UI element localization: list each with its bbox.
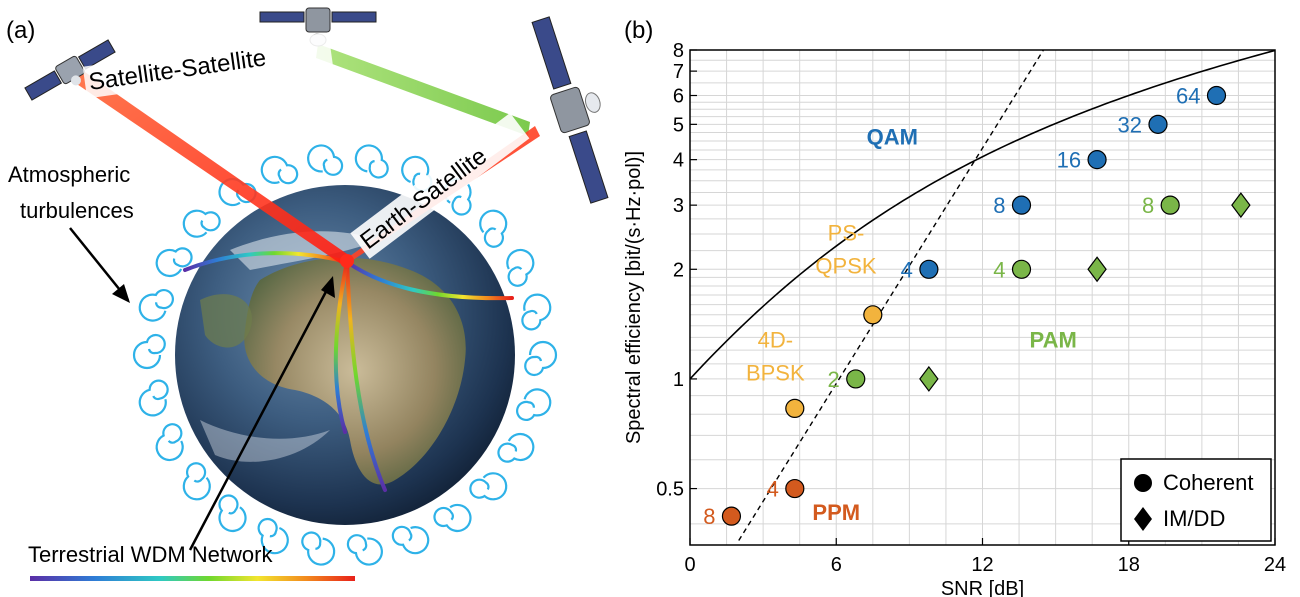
turbulence-spiral <box>151 238 196 284</box>
y-axis-label: Spectral efficiency [bit/(s·Hz·pol)] <box>623 151 645 444</box>
y-tick-label: 1 <box>673 369 684 391</box>
satellite-link-label: Satellite-Satellite <box>82 32 333 99</box>
diamond-marker <box>919 365 939 392</box>
turbulence-spiral <box>524 340 558 377</box>
point-label: 16 <box>1057 148 1081 173</box>
turbulence-spiral <box>134 377 175 420</box>
y-tick-label: 4 <box>673 150 684 172</box>
point-label: 8 <box>1142 193 1154 218</box>
y-tick-label: 5 <box>673 114 684 136</box>
circle-marker <box>863 305 883 325</box>
turbulence-spiral <box>172 458 220 506</box>
x-tick-label: 0 <box>684 554 695 576</box>
wavelength-bar <box>30 576 355 581</box>
satellite-icon <box>24 39 116 101</box>
turbulence-arrow <box>69 227 129 301</box>
turbulence-spiral <box>470 204 518 252</box>
y-tick-label: 7 <box>673 61 684 83</box>
point-label: 64 <box>1176 84 1200 109</box>
x-tick-label: 24 <box>1264 554 1286 576</box>
circle-marker <box>785 478 805 499</box>
x-tick-label: 12 <box>971 554 993 576</box>
circle-marker <box>785 398 805 419</box>
y-tick-label: 2 <box>673 259 684 281</box>
point-label: 4 <box>767 477 779 502</box>
circle-marker <box>1206 85 1227 106</box>
circle-marker <box>1011 195 1032 215</box>
circle-marker <box>919 259 939 279</box>
turbulence-spiral <box>429 494 477 542</box>
chart-annotation: PAM <box>1030 327 1077 352</box>
network-arrow-head <box>321 276 335 298</box>
turbulence-spiral <box>256 149 301 193</box>
chart-annotation: BPSK <box>746 361 805 386</box>
network-label: Terrestrial WDM Network <box>28 542 273 567</box>
point-label: 4 <box>901 257 913 282</box>
diamond-marker <box>1087 256 1107 283</box>
turbulence-label: Atmospheric <box>8 162 130 187</box>
y-tick-label: 6 <box>673 86 684 108</box>
circle-marker <box>1011 259 1032 279</box>
turbulence-spiral <box>389 517 434 561</box>
point-label: 2 <box>828 367 840 392</box>
panel-b-label: (b) <box>624 17 653 44</box>
legend-box <box>1120 458 1272 542</box>
turbulence-label: turbulences <box>20 198 134 223</box>
x-tick-label: 6 <box>831 554 842 576</box>
point-label: 8 <box>703 504 715 529</box>
y-tick-label: 3 <box>673 195 684 217</box>
turbulence-spiral <box>207 490 255 538</box>
point-label: 32 <box>1118 112 1142 137</box>
earth-globe <box>175 185 515 525</box>
turbulence-spiral <box>305 142 345 179</box>
point-label: 8 <box>993 193 1005 218</box>
turbulence-spiral <box>514 384 555 426</box>
turbulence-spiral <box>177 199 225 247</box>
turbulence-arrow-head <box>112 284 130 303</box>
panel-a-label: (a) <box>6 17 35 44</box>
turbulence-spiral <box>147 419 193 466</box>
turbulence-spiral <box>515 290 556 333</box>
dashed-trend-line <box>738 49 1045 541</box>
turbulence-spiral <box>298 530 338 568</box>
legend-label: Coherent <box>1163 470 1254 495</box>
turbulence-spiral <box>132 333 166 370</box>
y-tick-label: 8 <box>673 40 684 62</box>
diamond-marker <box>1231 192 1251 219</box>
chart-annotation: PPM <box>812 500 860 525</box>
circle-marker <box>846 369 866 389</box>
chart-annotation: QAM <box>867 125 918 150</box>
legend-marker <box>1134 507 1152 531</box>
circle-marker <box>1148 114 1168 134</box>
x-axis-label: SNR [dB] <box>941 578 1024 597</box>
chart-annotation: QPSK <box>815 253 876 278</box>
x-tick-label: 18 <box>1118 554 1140 576</box>
turbulence-spiral <box>345 531 385 568</box>
chart-annotation: 4D- <box>758 327 793 352</box>
legend-marker <box>1134 474 1152 492</box>
y-tick-label: 0.5 <box>656 479 684 501</box>
turbulence-spiral <box>135 284 176 326</box>
illustration-panel: (a) <box>6 7 609 581</box>
capacity-curve <box>689 49 1276 380</box>
circle-marker <box>1160 195 1180 215</box>
satellite-icon <box>531 16 609 204</box>
circle-marker <box>1087 150 1107 170</box>
legend-label: IM/DD <box>1163 506 1225 531</box>
point-label: 4 <box>993 257 1005 282</box>
turbulence-spiral <box>497 244 543 291</box>
network-arrow <box>188 283 332 551</box>
chart-annotation: PS- <box>828 220 865 245</box>
turbulence-spiral <box>352 142 392 180</box>
turbulence-spiral <box>494 426 539 472</box>
turbulence-spiral <box>465 463 513 511</box>
wdm-network-arcs <box>183 251 514 492</box>
circle-marker <box>721 506 742 526</box>
